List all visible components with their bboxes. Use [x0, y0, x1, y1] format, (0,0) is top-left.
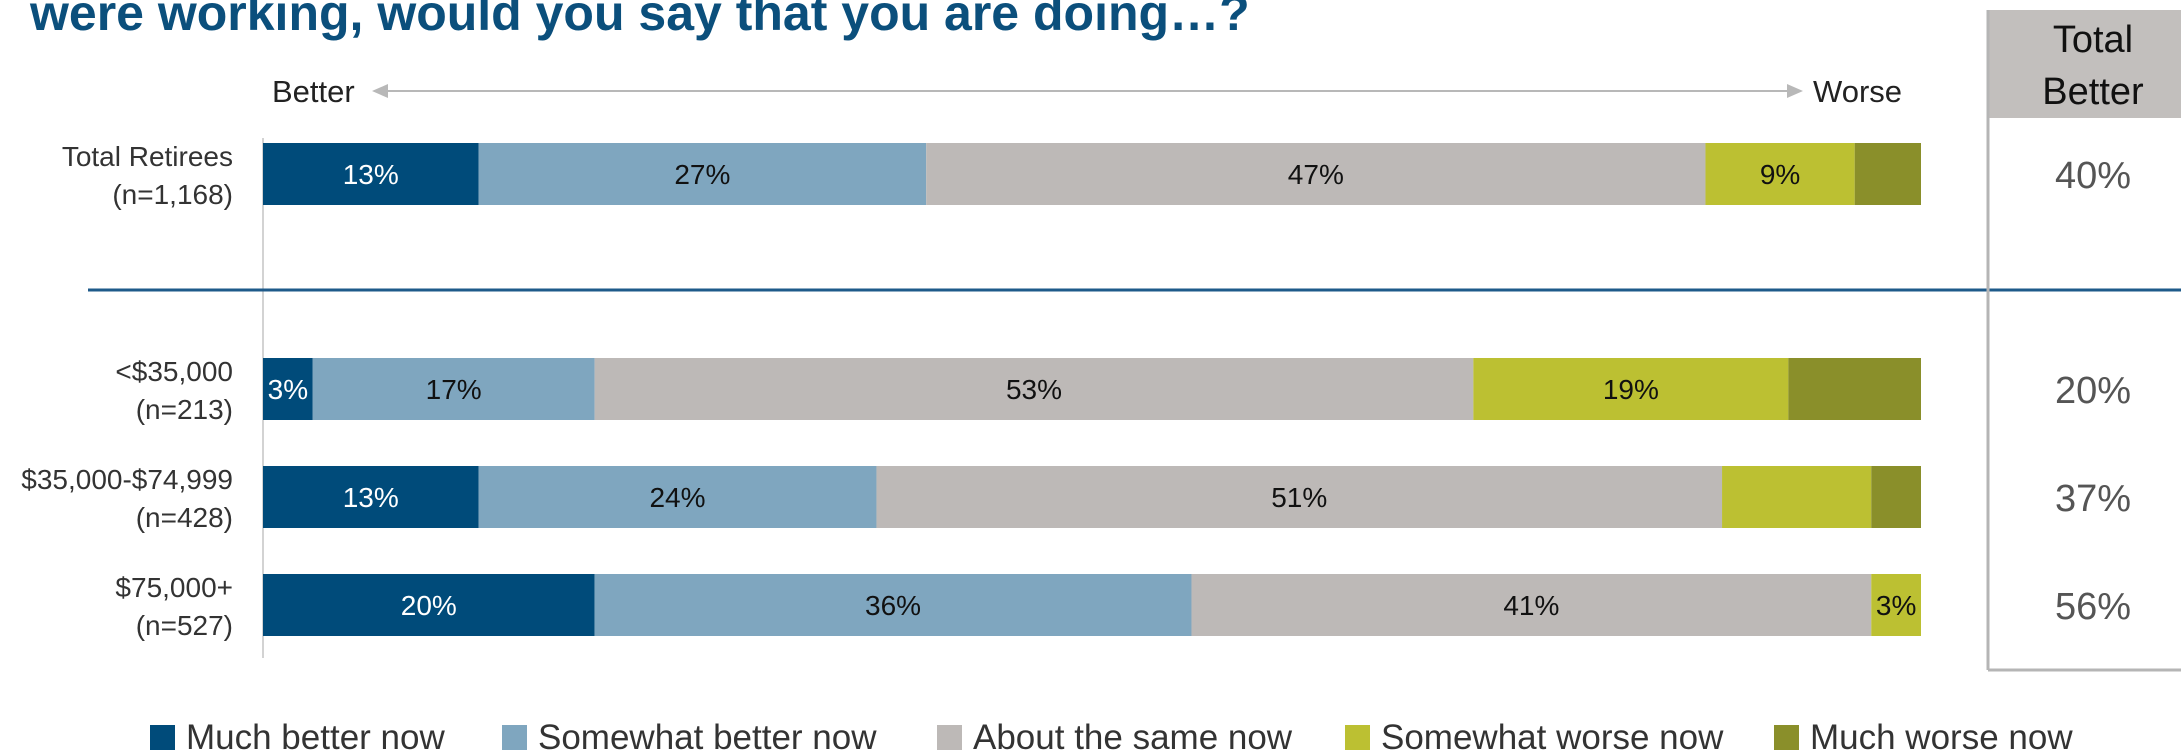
- legend-swatch: [937, 725, 962, 750]
- bar-segment: [876, 466, 1723, 528]
- bar-segment: [1705, 143, 1855, 205]
- data-label: 20%: [401, 590, 457, 621]
- total-better-value: 40%: [2055, 155, 2131, 197]
- bar-segment: [1722, 466, 1872, 528]
- data-label: 9%: [1760, 159, 1800, 190]
- legend-label: Much worse now: [1810, 718, 2073, 752]
- category-sublabel: (n=213): [136, 394, 233, 425]
- legend-swatch: [502, 725, 527, 750]
- legend-label: Somewhat worse now: [1381, 718, 1724, 752]
- data-label: 47%: [1288, 159, 1344, 190]
- data-label: 36%: [865, 590, 921, 621]
- bar-segment: [1871, 466, 1921, 528]
- better-label: Better: [272, 74, 355, 109]
- bar-segment: [478, 143, 927, 205]
- data-label: 3%: [1876, 590, 1916, 621]
- category-label: $35,000-$74,999: [21, 464, 233, 495]
- bar-segment: [1871, 574, 1921, 636]
- legend-swatch: [1774, 725, 1799, 750]
- category-label: Total Retirees: [62, 141, 233, 172]
- worse-label: Worse: [1813, 74, 1902, 109]
- legend-label: Somewhat better now: [538, 718, 877, 752]
- bar-segment: [478, 466, 877, 528]
- total-better-panel: Total Better: [1986, 10, 2181, 672]
- total-better-value: 37%: [2055, 478, 2131, 520]
- data-label: 13%: [343, 159, 399, 190]
- bar-segment: [1473, 358, 1789, 420]
- total-better-value: 20%: [2055, 370, 2131, 412]
- bar-segment: [1854, 143, 1921, 205]
- bar-segment: [263, 466, 479, 528]
- category-sublabel: (n=527): [136, 610, 233, 641]
- data-label: 53%: [1006, 374, 1062, 405]
- legend-label: Much better now: [186, 718, 445, 752]
- legend-swatch: [1345, 725, 1370, 750]
- bar-segment: [594, 574, 1192, 636]
- bar-segment: [926, 143, 1706, 205]
- category-label: <$35,000: [115, 356, 233, 387]
- total-better-header-line2: Better: [2042, 71, 2144, 113]
- category-label: $75,000+: [115, 572, 233, 603]
- direction-arrow: [372, 84, 1803, 98]
- legend-label: About the same now: [973, 718, 1293, 752]
- category-sublabel: (n=1,168): [112, 179, 233, 210]
- bar-segment: [263, 143, 479, 205]
- bar-segment: [1788, 358, 1921, 420]
- legend-swatch: [150, 725, 175, 750]
- data-label: 24%: [649, 482, 705, 513]
- bar-segment: [263, 574, 595, 636]
- data-label: 41%: [1503, 590, 1559, 621]
- data-label: 51%: [1271, 482, 1327, 513]
- total-better-header-line1: Total: [2053, 19, 2133, 61]
- category-sublabel: (n=428): [136, 502, 233, 533]
- total-better-value: 56%: [2055, 586, 2131, 628]
- data-label: 3%: [268, 374, 308, 405]
- bar-segment: [594, 358, 1474, 420]
- data-label: 13%: [343, 482, 399, 513]
- bar-segment: [312, 358, 595, 420]
- data-label: 17%: [426, 374, 482, 405]
- legend: Much better now Somewhat better now About …: [150, 718, 2073, 752]
- bar-segment: [263, 358, 313, 420]
- plot-area: Total Retirees (n=1,168) 13% 27% 47% 9% 40% <$3…: [21, 141, 2131, 641]
- chart-title: were working, would you say that you are…: [29, 0, 1250, 41]
- data-label: 27%: [674, 159, 730, 190]
- data-label: 19%: [1603, 374, 1659, 405]
- bar-segment: [1191, 574, 1872, 636]
